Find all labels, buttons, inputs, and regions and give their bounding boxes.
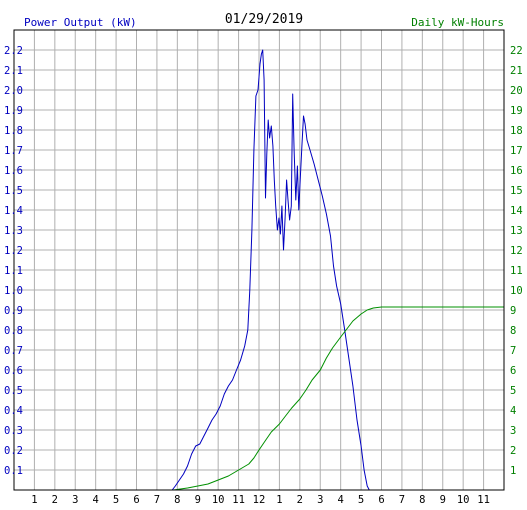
left-axis-tick-label: 0.8 bbox=[4, 325, 23, 337]
x-axis-tick-label: 1 bbox=[31, 494, 37, 506]
daily-kwh-axis-title: Daily kW-Hours bbox=[411, 16, 504, 29]
left-axis-tick-label: 0.4 bbox=[4, 405, 23, 417]
series-lines bbox=[14, 49, 504, 491]
grid-lines bbox=[14, 30, 504, 490]
left-axis-tick-label: 0.6 bbox=[4, 365, 23, 377]
left-axis-tick-label: 1.1 bbox=[4, 265, 23, 277]
left-axis-tick-label: 1.5 bbox=[4, 185, 23, 197]
right-axis-tick-label: 17 bbox=[510, 145, 523, 157]
right-axis-tick-label: 2 bbox=[510, 445, 516, 457]
left-axis-tick-label: 1.9 bbox=[4, 105, 23, 117]
right-axis-tick-label: 3 bbox=[510, 425, 516, 437]
x-axis-tick-label: 4 bbox=[93, 494, 99, 506]
plot-frame bbox=[13, 29, 505, 491]
right-axis-tick-label: 18 bbox=[510, 125, 523, 137]
x-axis-tick-label: 2 bbox=[52, 494, 58, 506]
right-axis-tick-label: 22 bbox=[510, 45, 523, 57]
left-axis-tick-labels: 0.1 0.2 0.3 0.4 0.5 0.6 0.7 0.8 0.9 1.0 1.1 1.2 1.3 1… bbox=[4, 45, 23, 477]
left-axis-tick-label: 2.0 bbox=[4, 85, 23, 97]
left-axis-tick-label: 0.5 bbox=[4, 385, 23, 397]
left-axis-tick-label: 1.8 bbox=[4, 125, 23, 137]
x-axis-tick-label: 5 bbox=[358, 494, 364, 506]
right-axis-tick-label: 21 bbox=[510, 65, 523, 77]
left-axis-tick-label: 1.0 bbox=[4, 285, 23, 297]
left-axis-tick-label: 0.9 bbox=[4, 305, 23, 317]
right-axis-tick-label: 19 bbox=[510, 105, 523, 117]
left-axis-tick-label: 2.2 bbox=[4, 45, 23, 57]
x-axis-tick-labels: 1 2 3 4 5 6 7 8 9 10 11 12 1 2 3 4 5 6 7 8 9 10 11 bbox=[31, 494, 490, 506]
left-axis-tick-label: 1.4 bbox=[4, 205, 23, 217]
right-axis-tick-label: 1 bbox=[510, 465, 516, 477]
right-axis-tick-label: 16 bbox=[510, 165, 523, 177]
x-axis-tick-label: 9 bbox=[195, 494, 201, 506]
x-axis-tick-label: 12 bbox=[253, 494, 266, 506]
right-axis-tick-label: 5 bbox=[510, 385, 516, 397]
x-axis-tick-label: 8 bbox=[174, 494, 180, 506]
left-axis-tick-label: 0.2 bbox=[4, 445, 23, 457]
x-axis-tick-label: 7 bbox=[154, 494, 160, 506]
x-axis-tick-label: 11 bbox=[232, 494, 245, 506]
power-output-line bbox=[14, 49, 504, 491]
x-axis-tick-label: 6 bbox=[133, 494, 139, 506]
left-axis-tick-label: 0.3 bbox=[4, 425, 23, 437]
left-axis-tick-label: 0.7 bbox=[4, 345, 23, 357]
x-axis-tick-label: 6 bbox=[378, 494, 384, 506]
right-axis-tick-label: 9 bbox=[510, 305, 516, 317]
right-axis-tick-label: 14 bbox=[510, 205, 523, 217]
left-axis-tick-label: 1.6 bbox=[4, 165, 23, 177]
right-axis-tick-label: 15 bbox=[510, 185, 523, 197]
right-axis-tick-label: 6 bbox=[510, 365, 516, 377]
x-axis-tick-label: 7 bbox=[399, 494, 405, 506]
right-axis-tick-label: 20 bbox=[510, 85, 523, 97]
x-axis-tick-label: 9 bbox=[440, 494, 446, 506]
x-axis-tick-label: 3 bbox=[72, 494, 78, 506]
left-axis-tick-label: 1.7 bbox=[4, 145, 23, 157]
right-axis-tick-label: 11 bbox=[510, 265, 523, 277]
left-axis-tick-label: 1.3 bbox=[4, 225, 23, 237]
power-output-axis-title: Power Output (kW) bbox=[24, 16, 137, 29]
x-axis-tick-label: 3 bbox=[317, 494, 323, 506]
right-axis-tick-label: 13 bbox=[510, 225, 523, 237]
chart-date-title: 01/29/2019 bbox=[225, 12, 303, 27]
left-axis-tick-label: 1.2 bbox=[4, 245, 23, 257]
right-axis-tick-label: 4 bbox=[510, 405, 516, 417]
x-axis-tick-label: 5 bbox=[113, 494, 119, 506]
right-axis-tick-label: 8 bbox=[510, 325, 516, 337]
x-axis-tick-label: 4 bbox=[338, 494, 344, 506]
right-axis-tick-label: 12 bbox=[510, 245, 523, 257]
x-axis-tick-label: 11 bbox=[477, 494, 490, 506]
x-axis-tick-label: 1 bbox=[276, 494, 282, 506]
left-axis-tick-label: 0.1 bbox=[4, 465, 23, 477]
x-axis-tick-label: 2 bbox=[297, 494, 303, 506]
right-axis-tick-label: 7 bbox=[510, 345, 516, 357]
left-axis-tick-label: 2.1 bbox=[4, 65, 23, 77]
right-axis-tick-label: 10 bbox=[510, 285, 523, 297]
x-axis-tick-label: 8 bbox=[419, 494, 425, 506]
daily-kwh-line bbox=[14, 306, 504, 491]
x-axis-tick-label: 10 bbox=[212, 494, 225, 506]
x-axis-tick-label: 10 bbox=[457, 494, 470, 506]
